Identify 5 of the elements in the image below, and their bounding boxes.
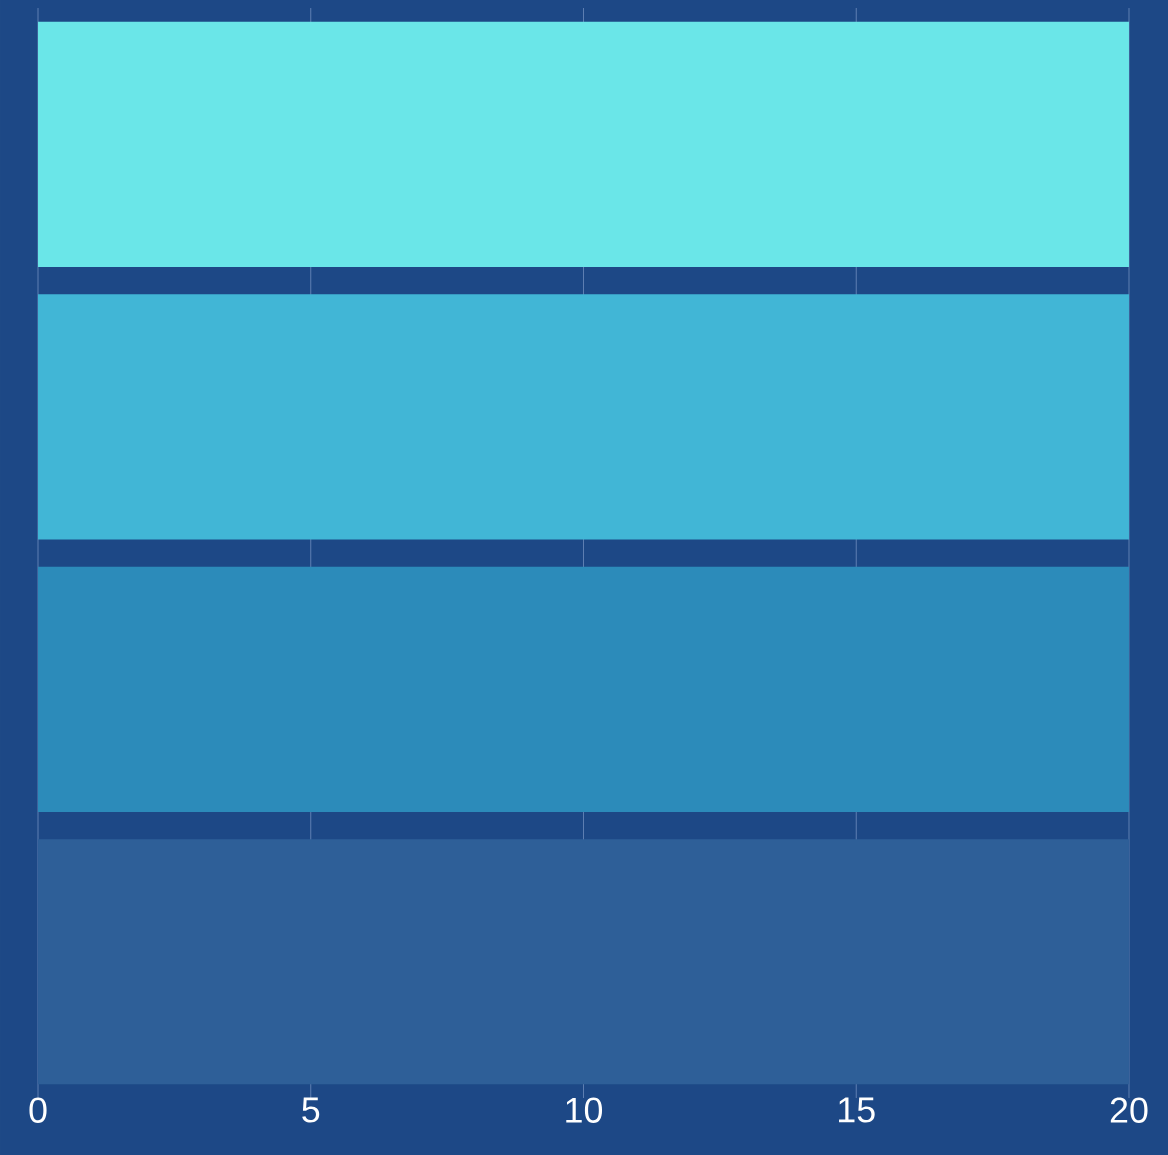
x-tick-label: 5 (302, 1097, 320, 1123)
x-tick-label: 20 (1110, 1097, 1148, 1123)
x-tick-label: 0 (29, 1097, 47, 1123)
x-tick-label: 15 (839, 1097, 875, 1123)
x-tick-label: 10 (566, 1097, 603, 1123)
